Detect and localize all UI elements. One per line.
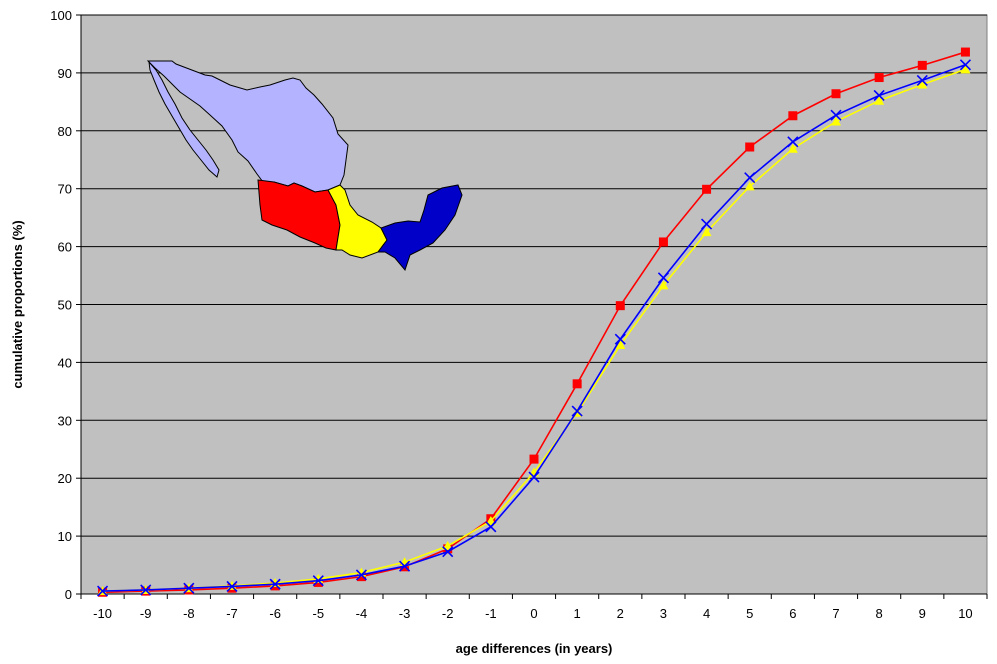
x-tick-label: -9 bbox=[140, 606, 152, 621]
data-point-square bbox=[530, 455, 539, 464]
x-tick-label: 8 bbox=[876, 606, 883, 621]
data-point-square bbox=[832, 89, 841, 98]
y-tick-label: 40 bbox=[58, 355, 72, 370]
y-tick-label: 30 bbox=[58, 413, 72, 428]
x-tick-label: -6 bbox=[269, 606, 281, 621]
x-tick-label: -1 bbox=[485, 606, 497, 621]
y-tick-label: 60 bbox=[58, 240, 72, 255]
y-tick-label: 0 bbox=[65, 587, 72, 602]
data-point-square bbox=[573, 379, 582, 388]
data-point-square bbox=[745, 143, 754, 152]
data-point-square bbox=[961, 48, 970, 57]
x-tick-label: 1 bbox=[574, 606, 581, 621]
x-tick-label: -2 bbox=[442, 606, 454, 621]
y-tick-label: 90 bbox=[58, 66, 72, 81]
y-tick-label: 20 bbox=[58, 471, 72, 486]
x-tick-label: 2 bbox=[617, 606, 624, 621]
data-point-square bbox=[918, 61, 927, 70]
y-axis-ticks: 0 10 20 30 40 50 60 70 80 90 100 bbox=[50, 8, 81, 602]
data-point-square bbox=[702, 185, 711, 194]
y-tick-label: 80 bbox=[58, 124, 72, 139]
x-tick-label: -7 bbox=[226, 606, 238, 621]
x-tick-label: -4 bbox=[356, 606, 368, 621]
data-point-square bbox=[875, 73, 884, 82]
x-axis-title: age differences (in years) bbox=[456, 641, 613, 656]
data-point-square bbox=[616, 301, 625, 310]
x-tick-label: 4 bbox=[703, 606, 710, 621]
data-point-square bbox=[659, 237, 668, 246]
data-point-square bbox=[788, 111, 797, 120]
x-axis-ticks: -10 -9 -8 -7 -6 -5 -4 -3 -2 -1 0 1 2 3 4 5 6 7 8 9 10 bbox=[81, 594, 987, 621]
y-tick-label: 50 bbox=[58, 298, 72, 313]
y-tick-label: 100 bbox=[50, 8, 72, 23]
x-tick-label: 10 bbox=[958, 606, 972, 621]
x-tick-label: 3 bbox=[660, 606, 667, 621]
x-tick-label: 7 bbox=[832, 606, 839, 621]
x-tick-label: -10 bbox=[93, 606, 112, 621]
x-tick-label: 9 bbox=[919, 606, 926, 621]
y-tick-label: 10 bbox=[58, 529, 72, 544]
y-axis-title: cumulative proportions (%) bbox=[10, 220, 25, 388]
x-tick-label: 0 bbox=[530, 606, 537, 621]
x-tick-label: 6 bbox=[789, 606, 796, 621]
x-tick-label: -3 bbox=[399, 606, 411, 621]
y-tick-label: 70 bbox=[58, 182, 72, 197]
x-tick-label: 5 bbox=[746, 606, 753, 621]
x-tick-label: -8 bbox=[183, 606, 195, 621]
x-tick-label: -5 bbox=[313, 606, 325, 621]
